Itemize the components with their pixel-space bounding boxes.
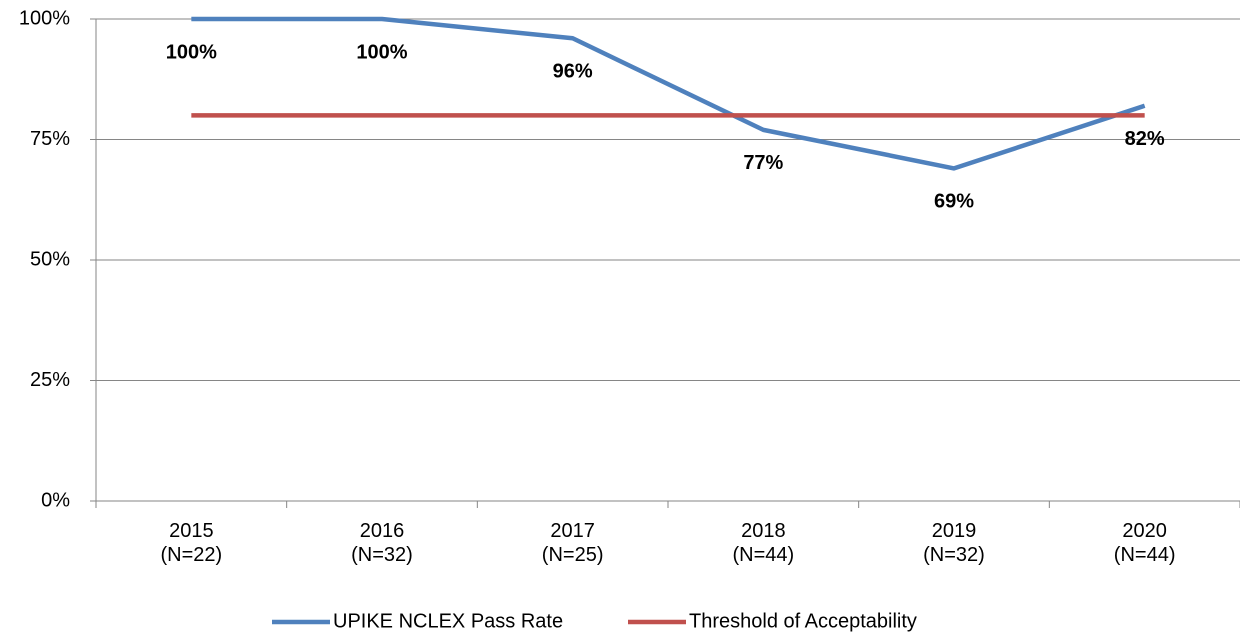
- data-label: 82%: [1125, 128, 1165, 150]
- x-tick-label: 2019 (N=32): [923, 520, 985, 566]
- x-tick-label: 2016 (N=32): [351, 520, 413, 566]
- y-tick-label: 100%: [19, 7, 70, 29]
- data-label: 100%: [356, 41, 407, 63]
- y-tick-label: 50%: [30, 248, 70, 270]
- y-tick-label: 0%: [41, 489, 70, 511]
- x-tick-label: 2020 (N=44): [1113, 520, 1176, 566]
- legend-label: Threshold of Acceptability: [689, 610, 917, 632]
- x-tick-label: 2015 (N=22): [160, 520, 223, 566]
- x-tick-label: 2018 (N=44): [732, 520, 795, 566]
- x-tick-label: 2017 (N=25): [541, 520, 604, 566]
- y-tick-label: 75%: [30, 128, 70, 150]
- data-label: 96%: [553, 61, 593, 83]
- series-line: [191, 16, 1146, 171]
- legend-label: UPIKE NCLEX Pass Rate: [333, 610, 563, 632]
- data-label: 100%: [166, 41, 217, 63]
- data-label: 77%: [743, 152, 783, 174]
- y-tick-label: 25%: [30, 369, 70, 391]
- data-label: 69%: [934, 191, 974, 213]
